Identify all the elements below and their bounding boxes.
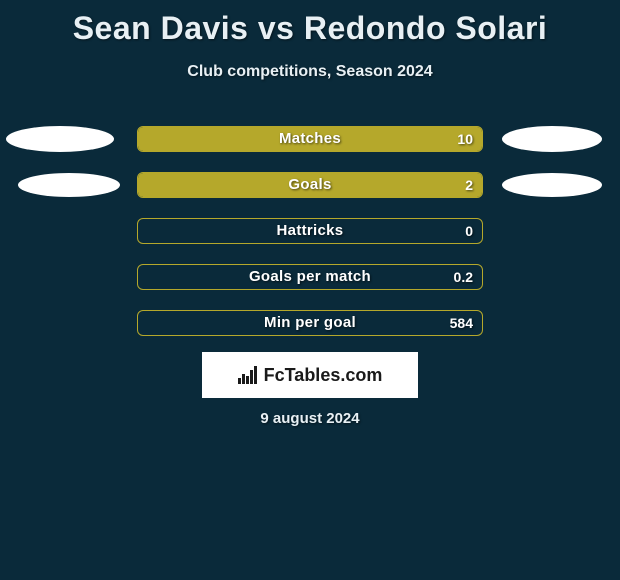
stat-value: 2 [137,172,473,198]
stat-value: 0 [137,218,473,244]
right-ellipse-icon [502,126,602,152]
stat-row: Goals per match0.2 [0,264,620,290]
stat-row: Min per goal584 [0,310,620,336]
left-ellipse-icon [18,173,120,197]
stat-row: Matches10 [0,126,620,152]
stat-value: 584 [137,310,473,336]
right-ellipse-icon [502,173,602,197]
stat-row: Goals2 [0,172,620,198]
stat-row: Hattricks0 [0,218,620,244]
subtitle: Club competitions, Season 2024 [0,63,620,81]
comparison-infographic: Sean Davis vs Redondo Solari Club compet… [0,0,620,580]
stat-value: 0.2 [137,264,473,290]
logo-text: FcTables.com [264,365,383,386]
stat-rows: Matches10 Goals2 Hattricks0 Goals per match… [0,126,620,356]
left-ellipse-icon [6,126,114,152]
page-title: Sean Davis vs Redondo Solari [0,0,620,47]
logo-box: FcTables.com [202,352,418,398]
date-label: 9 august 2024 [0,410,620,427]
stat-value: 10 [137,126,473,152]
bar-chart-icon [238,366,260,384]
